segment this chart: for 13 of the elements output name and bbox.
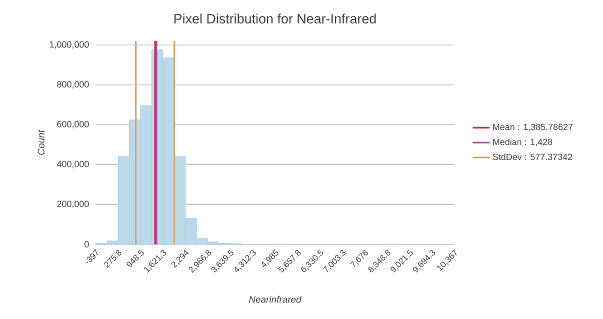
- chart-title: Pixel Distribution for Near-Infrared: [174, 14, 376, 24]
- legend-label: StdDev : 577.37342: [492, 154, 572, 160]
- x-tick-label: -397: [86, 249, 98, 264]
- y-tick-label: 0: [84, 241, 89, 248]
- legend-label: Mean : 1,385.78627: [493, 124, 573, 132]
- y-axis-title: Count: [38, 130, 44, 155]
- y-tick-label: 1,000,000: [50, 41, 89, 49]
- y-tick-label: 400,000: [56, 160, 89, 168]
- legend-label: Median : 1,428: [493, 138, 552, 146]
- y-tick-label: 800,000: [57, 81, 89, 89]
- y-tick-label: 200,000: [57, 200, 89, 208]
- x-axis-title: Nearinfrared: [248, 296, 302, 303]
- y-tick-label: 600,000: [57, 121, 89, 128]
